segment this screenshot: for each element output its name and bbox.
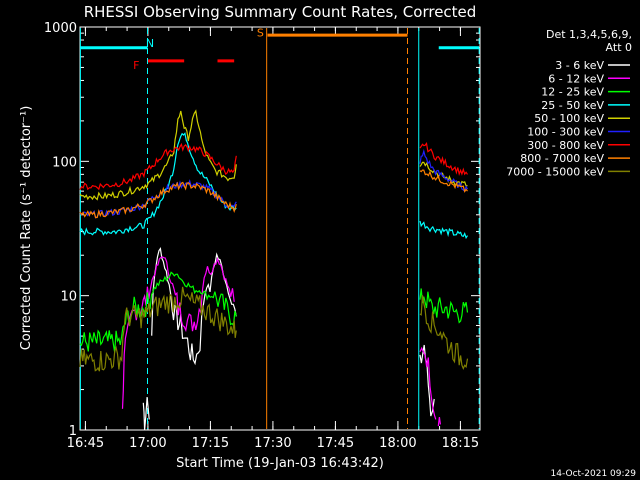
legend-header-line-1: Det 1,3,4,5,6,9, — [546, 28, 632, 41]
legend-entry: 12 - 25 keV — [541, 86, 604, 99]
series-line — [142, 397, 150, 431]
y-tick-label: 1 — [69, 424, 77, 439]
chart-title: RHESSI Observing Summary Count Rates, Co… — [84, 3, 477, 21]
series-line — [419, 295, 469, 371]
y-tick-label: 100 — [52, 155, 77, 170]
series-line — [437, 417, 441, 427]
annotation-label: N — [146, 37, 154, 50]
x-tick-label: 17:15 — [192, 436, 229, 451]
legend-entry: 6 - 12 keV — [548, 72, 604, 85]
legend-entry: 100 - 300 keV — [527, 126, 604, 139]
series-line — [419, 148, 469, 193]
legend-entry: 50 - 100 keV — [534, 112, 604, 125]
series-line — [419, 142, 468, 176]
series-line — [419, 169, 468, 193]
y-axis-label: Corrected Count Rate (s⁻¹ detector⁻¹) — [19, 106, 34, 351]
x-tick-label: 18:00 — [379, 436, 416, 451]
annotation-label: F — [133, 59, 139, 72]
x-axis-label: Start Time (19-Jan-03 16:43:42) — [176, 456, 384, 471]
series-line — [79, 271, 237, 353]
legend-entry: 25 - 50 keV — [541, 99, 604, 112]
footer-date: 14-Oct-2021 09:29 — [551, 469, 637, 479]
series-line — [419, 220, 469, 240]
x-tick-label: 17:30 — [254, 436, 291, 451]
annotation-label: S — [257, 27, 264, 40]
x-tick-label: 18:15 — [442, 436, 479, 451]
legend-entry: 300 - 800 keV — [527, 139, 604, 152]
series-line — [79, 181, 237, 219]
legend-entry: 7000 - 15000 keV — [506, 165, 604, 178]
series-line — [79, 142, 237, 191]
x-tick-label: 16:45 — [67, 436, 104, 451]
y-tick-label: 10 — [60, 290, 77, 305]
legend-entry: 800 - 7000 keV — [520, 152, 604, 165]
plot-area: 1 10 100 1000 16:45 17:00 17:15 17:30 17:45 18:00… — [44, 21, 630, 451]
series-line — [419, 346, 437, 420]
series-line — [151, 247, 237, 366]
series-line — [79, 286, 237, 372]
series-line — [79, 132, 237, 236]
x-tick-label: 17:45 — [317, 436, 354, 451]
y-tick-label: 1000 — [44, 21, 77, 36]
series-line — [79, 109, 237, 201]
series-line — [419, 288, 469, 324]
legend-header-line-2: Att 0 — [606, 41, 632, 54]
x-tick-label: 17:00 — [129, 436, 166, 451]
legend-entry: 3 - 6 keV — [555, 59, 604, 72]
